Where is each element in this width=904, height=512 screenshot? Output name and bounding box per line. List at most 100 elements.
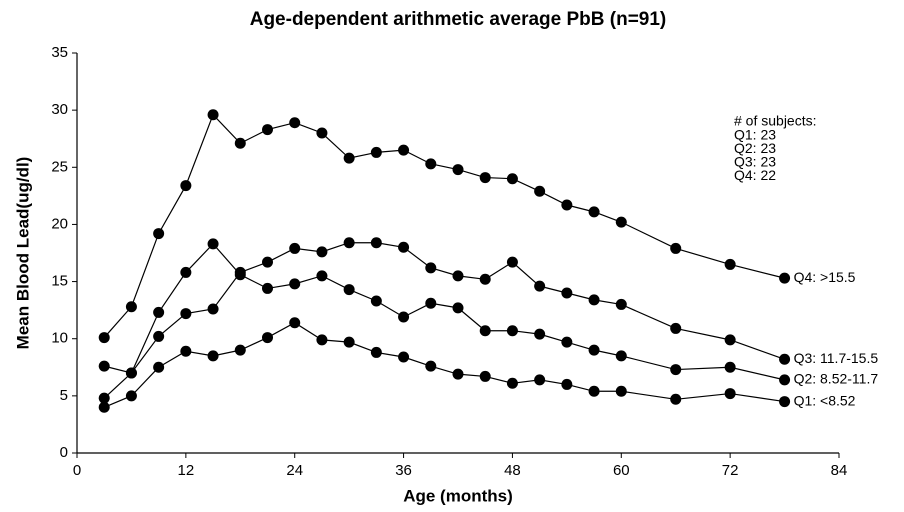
data-point <box>615 350 627 362</box>
data-point <box>180 266 192 278</box>
data-point <box>125 390 137 402</box>
data-point <box>398 311 410 323</box>
annotation: # of subjects: <box>734 113 817 129</box>
data-point <box>615 385 627 397</box>
data-point <box>262 256 273 268</box>
data-point <box>561 199 573 211</box>
data-point <box>180 308 192 320</box>
data-point <box>343 237 355 249</box>
data-point <box>452 302 464 314</box>
data-point <box>98 360 110 372</box>
data-point <box>398 351 410 363</box>
data-point <box>98 332 110 344</box>
x-tick-label: 24 <box>286 462 303 479</box>
y-tick-label: 15 <box>51 273 68 290</box>
data-point <box>153 330 165 342</box>
data-point <box>316 127 328 139</box>
data-point <box>316 270 328 282</box>
x-tick-label: 60 <box>613 462 630 479</box>
data-point <box>670 364 682 376</box>
data-point <box>506 325 518 337</box>
data-point <box>588 294 600 306</box>
data-point <box>398 144 410 156</box>
series-line <box>103 322 785 408</box>
data-point <box>343 284 355 296</box>
y-tick-label: 5 <box>60 387 68 404</box>
data-point <box>207 303 219 315</box>
y-tick-label: 10 <box>51 330 68 347</box>
data-point <box>615 298 627 310</box>
data-point <box>534 280 546 292</box>
data-point <box>561 336 573 348</box>
x-tick-label: 48 <box>504 462 521 479</box>
data-point <box>670 393 682 405</box>
chart-title: Age-dependent arithmetic average PbB (n=… <box>250 9 667 30</box>
x-axis-label: Age (months) <box>403 486 513 505</box>
data-point <box>316 334 328 346</box>
data-point <box>262 282 273 294</box>
y-tick-label: 25 <box>51 158 68 175</box>
data-point <box>262 124 273 136</box>
data-point <box>779 374 791 386</box>
data-point <box>479 370 491 382</box>
y-tick-label: 30 <box>51 101 68 118</box>
data-point <box>506 173 518 185</box>
data-point <box>479 273 491 285</box>
data-point <box>724 361 736 373</box>
data-point <box>779 272 791 284</box>
data-point <box>289 117 301 129</box>
data-point <box>289 317 301 329</box>
data-point <box>534 374 546 386</box>
x-tick-label: 84 <box>831 462 848 479</box>
x-tick-label: 0 <box>73 462 81 479</box>
series-line <box>104 242 785 381</box>
data-point <box>207 350 219 362</box>
y-tick-label: 20 <box>51 215 68 232</box>
y-tick-label: 35 <box>51 44 68 61</box>
series-label: Q1: <8.52 <box>794 392 856 408</box>
data-point <box>370 237 382 249</box>
data-point <box>534 328 546 340</box>
y-tick-label: 0 <box>60 444 68 461</box>
data-point <box>561 378 573 390</box>
data-point <box>234 269 246 281</box>
data-point <box>479 325 491 337</box>
annotation: Q4: 22 <box>734 167 776 183</box>
x-tick-label: 12 <box>178 462 195 479</box>
data-point <box>425 158 437 170</box>
data-point <box>98 392 110 404</box>
data-point <box>234 344 246 356</box>
data-point <box>425 262 437 274</box>
data-point <box>234 137 246 149</box>
data-point <box>370 295 382 307</box>
data-point <box>153 228 165 240</box>
data-point <box>370 146 382 158</box>
data-point <box>452 368 464 380</box>
data-point <box>588 206 600 218</box>
series-label: Q2: 8.52-11.7 <box>794 371 879 387</box>
series-label: Q4: >15.5 <box>794 269 856 285</box>
series-label: Q3: 11.7-15.5 <box>794 350 879 366</box>
data-point <box>343 336 355 348</box>
data-point <box>370 346 382 358</box>
data-point <box>670 242 682 254</box>
data-point <box>724 258 736 270</box>
data-point <box>588 344 600 356</box>
data-point <box>452 164 464 176</box>
data-point <box>425 360 437 372</box>
data-point <box>506 377 518 389</box>
x-tick-label: 36 <box>395 462 412 479</box>
data-point <box>398 241 410 253</box>
x-tick-label: 72 <box>722 462 739 479</box>
annotation: Q1: 23 <box>734 126 776 142</box>
data-point <box>615 216 627 228</box>
data-point <box>316 246 328 258</box>
data-point <box>479 172 491 184</box>
data-point <box>125 301 137 313</box>
data-point <box>670 322 682 334</box>
y-axis-label: Mean Blood Lead(ug/dl) <box>13 157 32 350</box>
data-point <box>153 361 165 373</box>
annotation: Q3: 23 <box>734 154 776 170</box>
data-point <box>98 401 110 413</box>
